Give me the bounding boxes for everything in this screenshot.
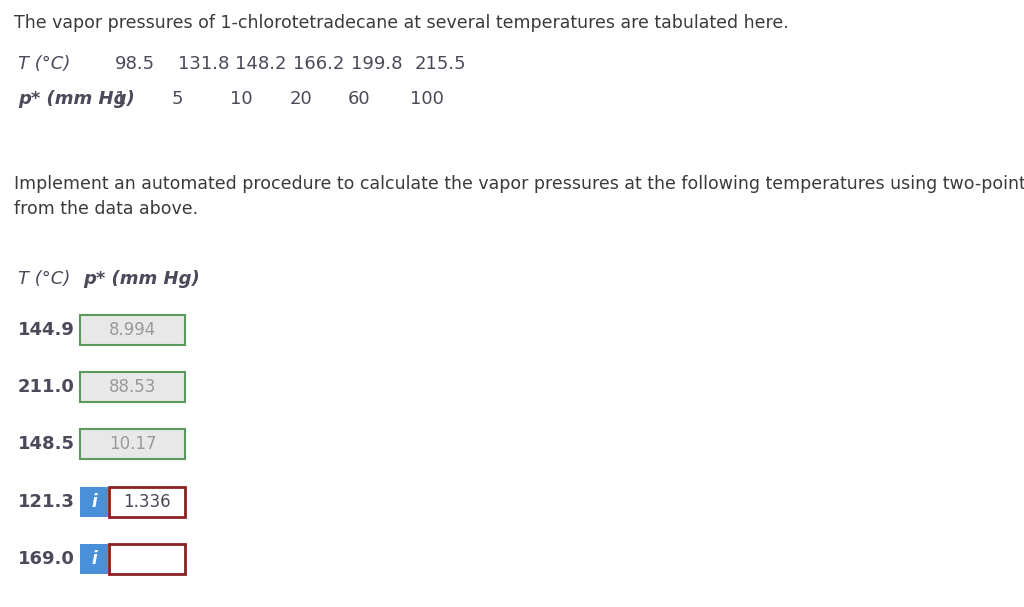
Text: 166.2: 166.2 [293, 55, 344, 73]
Text: 88.53: 88.53 [109, 378, 157, 396]
Text: 131.8: 131.8 [178, 55, 229, 73]
Text: 5: 5 [172, 90, 183, 108]
Bar [109, 544, 185, 574]
Text: T (°C): T (°C) [18, 270, 71, 288]
Text: 148.2: 148.2 [234, 55, 287, 73]
Bar [80, 429, 185, 459]
Text: 199.8: 199.8 [351, 55, 402, 73]
Bar [80, 544, 108, 574]
Text: 20: 20 [290, 90, 312, 108]
Text: 1.336: 1.336 [123, 493, 171, 511]
Text: from the data above.: from the data above. [14, 200, 198, 218]
Text: p* (mm Hg): p* (mm Hg) [18, 90, 135, 108]
Text: 10: 10 [230, 90, 253, 108]
Text: The vapor pressures of 1-chlorotetradecane at several temperatures are tabulated: The vapor pressures of 1-chlorotetradeca… [14, 14, 788, 32]
Text: 98.5: 98.5 [115, 55, 155, 73]
Bar [109, 487, 185, 517]
Text: 60: 60 [348, 90, 371, 108]
Text: 10.17: 10.17 [109, 435, 157, 453]
Text: i: i [91, 550, 97, 568]
Bar [80, 315, 185, 345]
Bar [80, 487, 108, 517]
Text: 148.5: 148.5 [18, 435, 75, 453]
Text: i: i [91, 493, 97, 511]
Text: 215.5: 215.5 [415, 55, 467, 73]
Text: 8.994: 8.994 [109, 321, 156, 339]
Text: 121.3: 121.3 [18, 493, 75, 511]
Text: T (°C): T (°C) [18, 55, 71, 73]
Bar [80, 372, 185, 402]
Text: 144.9: 144.9 [18, 321, 75, 339]
Text: 1: 1 [115, 90, 126, 108]
Text: 169.0: 169.0 [18, 550, 75, 568]
Text: p* (mm Hg): p* (mm Hg) [83, 270, 200, 288]
Text: Implement an automated procedure to calculate the vapor pressures at the followi: Implement an automated procedure to calc… [14, 175, 1024, 193]
Text: 100: 100 [410, 90, 443, 108]
Text: 211.0: 211.0 [18, 378, 75, 396]
